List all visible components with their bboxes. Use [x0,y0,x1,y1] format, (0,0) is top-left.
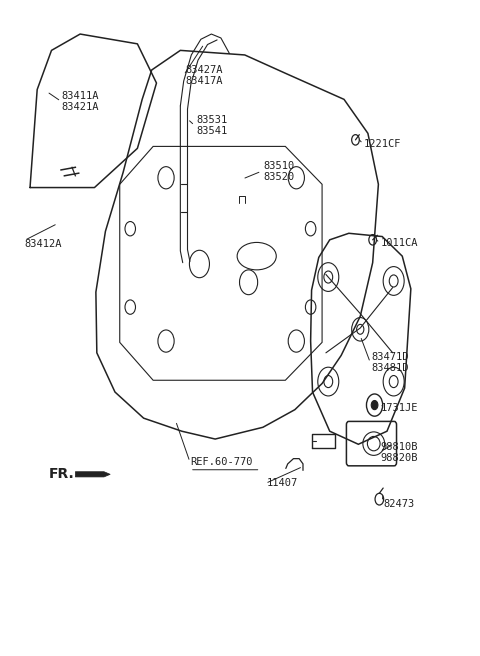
Text: 11407: 11407 [266,478,298,489]
Text: 98810B: 98810B [381,442,418,452]
Polygon shape [75,472,110,477]
Text: 83481D: 83481D [371,363,409,373]
Text: 83471D: 83471D [371,352,409,362]
Text: 83541: 83541 [196,127,228,136]
Circle shape [371,401,378,409]
Text: 98820B: 98820B [381,453,418,463]
Text: 1011CA: 1011CA [381,238,418,248]
Text: 83417A: 83417A [185,76,223,86]
Text: REF.60-770: REF.60-770 [190,457,252,467]
Text: 83510: 83510 [263,161,294,171]
Text: FR.: FR. [49,467,75,482]
Text: 1731JE: 1731JE [381,403,418,413]
Text: 83412A: 83412A [24,239,62,249]
Text: 83531: 83531 [196,115,228,125]
Text: 83421A: 83421A [61,102,98,112]
Text: 83520: 83520 [263,172,294,182]
Text: 83411A: 83411A [61,91,98,101]
Text: 83427A: 83427A [185,65,223,75]
Text: 1221CF: 1221CF [364,139,402,149]
Text: 82473: 82473 [383,499,414,509]
